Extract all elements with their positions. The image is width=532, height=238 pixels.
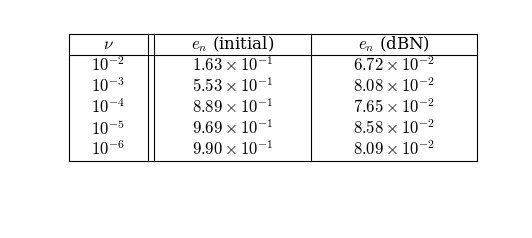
Text: $10^{-6}$: $10^{-6}$ [92,141,125,159]
Text: $8.58 \times 10^{-2}$: $8.58 \times 10^{-2}$ [353,119,435,138]
Text: $10^{-3}$: $10^{-3}$ [92,77,125,96]
Text: $e_n$ (dBN): $e_n$ (dBN) [358,35,430,55]
Text: $5.53 \times 10^{-1}$: $5.53 \times 10^{-1}$ [192,77,273,96]
Text: $10^{-2}$: $10^{-2}$ [92,56,125,75]
Text: $10^{-4}$: $10^{-4}$ [92,99,126,117]
Text: $8.89 \times 10^{-1}$: $8.89 \times 10^{-1}$ [192,99,273,117]
Text: $9.69 \times 10^{-1}$: $9.69 \times 10^{-1}$ [192,119,273,138]
Text: $1.63 \times 10^{-1}$: $1.63 \times 10^{-1}$ [192,56,273,75]
Text: $9.90 \times 10^{-1}$: $9.90 \times 10^{-1}$ [192,141,273,159]
Text: $8.08 \times 10^{-2}$: $8.08 \times 10^{-2}$ [353,77,435,96]
Text: $7.65 \times 10^{-2}$: $7.65 \times 10^{-2}$ [353,99,435,117]
Text: $\nu$: $\nu$ [103,36,114,53]
Text: $8.09 \times 10^{-2}$: $8.09 \times 10^{-2}$ [353,141,435,159]
Text: $e_n$ (initial): $e_n$ (initial) [191,35,274,55]
Text: $6.72 \times 10^{-2}$: $6.72 \times 10^{-2}$ [353,56,435,75]
Text: $10^{-5}$: $10^{-5}$ [92,119,125,139]
